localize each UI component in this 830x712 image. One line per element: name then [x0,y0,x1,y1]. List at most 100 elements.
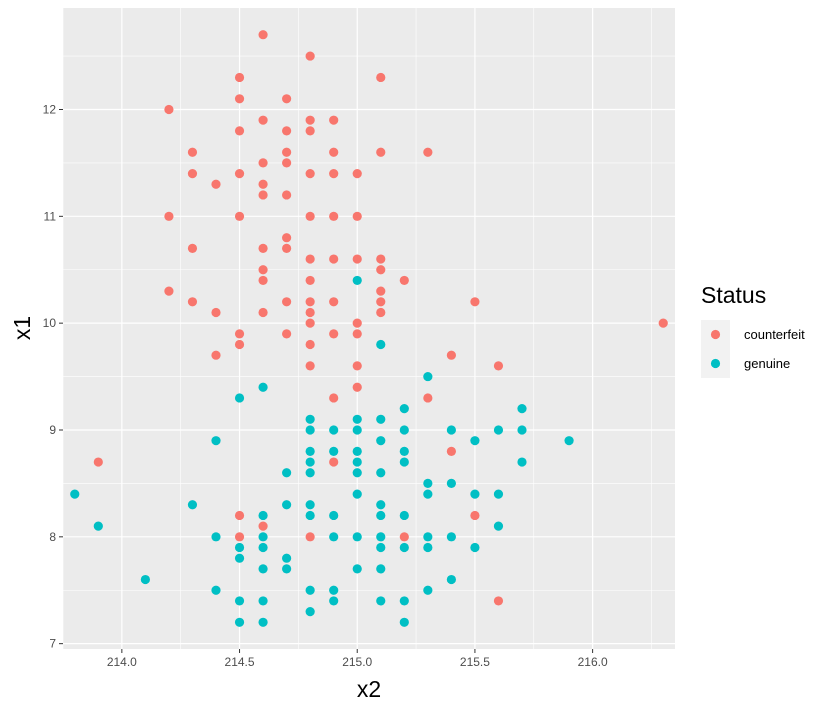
point-counterfeit [470,297,480,307]
point-counterfeit [258,265,268,275]
point-counterfeit [376,307,386,318]
point-counterfeit [376,254,386,264]
y-axis-ticks: 7 8 9 10 11 12 [43,102,63,651]
point-counterfeit [93,457,103,467]
point-genuine [211,532,221,542]
point-counterfeit [329,393,339,403]
point-genuine [258,564,268,574]
point-genuine [282,468,292,478]
point-genuine [329,596,339,606]
x-axis-ticks: 214.0 214.5 215.0 215.5 216.0 [107,649,608,669]
point-counterfeit [329,329,339,339]
point-genuine [258,596,268,606]
point-genuine [517,425,527,435]
x-tick-label: 215.5 [460,655,490,669]
point-genuine [352,425,362,435]
point-counterfeit [446,350,456,360]
point-genuine [376,468,386,478]
point-genuine [258,532,268,542]
point-counterfeit [234,72,245,83]
point-genuine [446,574,456,585]
point-genuine [517,404,527,414]
point-genuine [305,510,315,521]
point-counterfeit [164,286,174,296]
point-genuine [399,542,409,553]
x-tick-label: 215.0 [342,655,372,669]
point-genuine [352,446,362,456]
point-counterfeit [211,307,221,318]
point-counterfeit [187,243,198,253]
point-genuine [376,436,386,446]
point-counterfeit [258,275,268,286]
point-genuine [211,585,221,595]
point-genuine [234,542,245,553]
point-genuine [352,489,362,499]
point-genuine [352,275,362,286]
point-genuine [258,542,268,553]
point-genuine [234,617,245,627]
point-genuine [376,339,386,350]
point-genuine [376,542,386,553]
point-counterfeit [258,179,268,189]
point-counterfeit [376,265,386,275]
point-counterfeit [329,457,339,467]
point-genuine [234,393,245,403]
point-genuine [376,564,386,574]
point-counterfeit [282,329,292,339]
point-counterfeit [423,147,433,157]
point-counterfeit [282,243,292,253]
point-counterfeit [493,361,504,371]
point-counterfeit [258,115,268,125]
x-tick-label: 214.0 [107,655,137,669]
point-counterfeit [234,126,245,136]
legend-swatch-counterfeit [710,329,721,340]
point-genuine [352,414,362,424]
y-tick-label: 7 [49,637,56,651]
point-counterfeit [305,318,315,328]
point-genuine [564,436,574,446]
point-genuine [352,532,362,542]
point-counterfeit [234,532,245,542]
point-counterfeit [282,126,292,136]
point-genuine [470,436,480,446]
point-genuine [517,457,527,467]
point-counterfeit [211,179,221,189]
legend-title: Status [701,282,766,308]
point-genuine [399,404,409,414]
y-axis-title: x1 [9,316,35,340]
point-counterfeit [446,446,456,456]
point-counterfeit [258,521,268,531]
legend: Status counterfeit genuine [701,282,805,378]
point-counterfeit [258,307,268,318]
point-genuine [329,532,339,542]
point-genuine [305,468,315,478]
point-counterfeit [258,158,268,168]
point-genuine [352,564,362,574]
point-genuine [423,478,433,489]
point-counterfeit [329,147,339,157]
point-counterfeit [187,297,198,307]
plot-panel [63,8,675,649]
point-genuine [376,596,386,606]
point-counterfeit [234,168,245,179]
minor-gridlines [62,8,675,649]
point-counterfeit [258,190,268,200]
point-counterfeit [423,393,433,403]
point-genuine [376,414,386,424]
point-genuine [305,457,315,467]
point-genuine [493,489,504,499]
point-genuine [376,500,386,510]
y-tick-label: 10 [43,316,57,330]
point-counterfeit [329,168,339,179]
point-counterfeit [376,286,386,296]
point-genuine [423,542,433,553]
point-counterfeit [282,233,292,243]
y-tick-label: 9 [49,423,56,437]
point-genuine [376,532,386,542]
point-genuine [399,617,409,627]
point-counterfeit [234,329,245,339]
point-genuine [93,521,103,531]
legend-label-genuine: genuine [744,356,790,371]
point-counterfeit [305,297,315,307]
point-counterfeit [376,72,386,83]
